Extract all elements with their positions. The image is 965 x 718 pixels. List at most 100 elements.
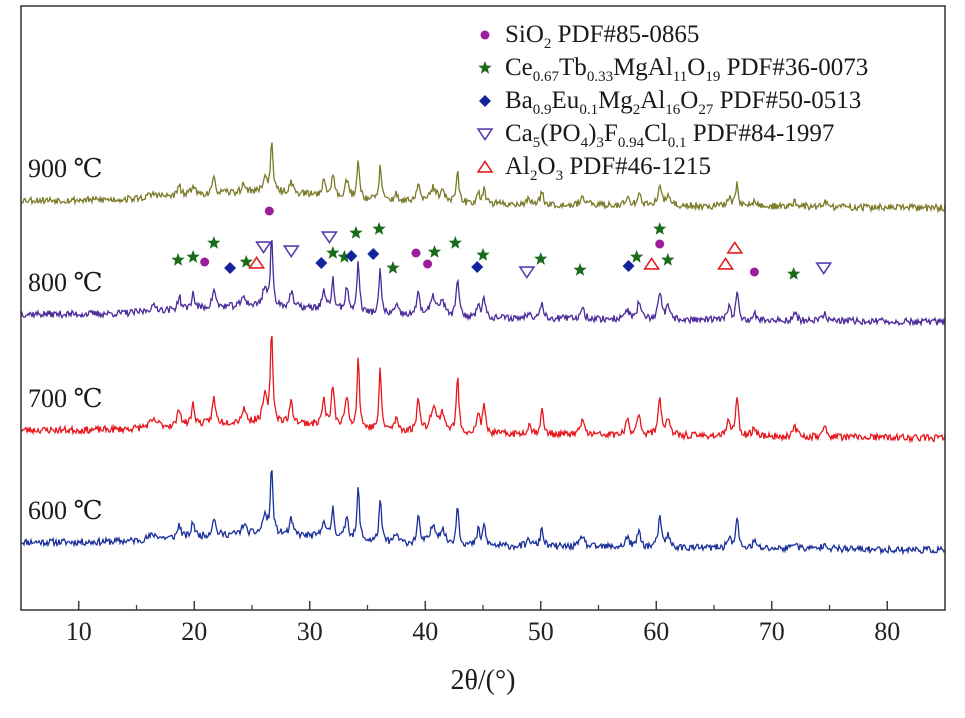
- star-marker: [207, 236, 221, 249]
- legend-text: Cl: [644, 120, 668, 147]
- legend-text: Al: [505, 153, 530, 180]
- legend-text: PDF#50-0513: [713, 87, 861, 114]
- star-marker: [349, 226, 363, 239]
- x-tick-label: 10: [66, 617, 92, 646]
- star-marker: [653, 222, 667, 235]
- star-marker: [534, 252, 548, 265]
- legend-subscript: 3: [596, 135, 604, 151]
- legend-subscript: 0.9: [533, 102, 552, 118]
- legend-text: Ca: [505, 120, 533, 147]
- temperature-labels: 600 ℃ 700 ℃ 800 ℃ 900 ℃: [28, 154, 103, 525]
- legend-subscript: 5: [533, 135, 541, 151]
- star-marker: [326, 246, 340, 259]
- star-marker: [476, 248, 490, 261]
- legend-text: Ce: [505, 54, 533, 81]
- circle-marker: [264, 206, 274, 216]
- legend-entry: Ca5(PO4)3F0.94Cl0.1 PDF#84-1997: [476, 120, 834, 151]
- circle-marker: [749, 267, 759, 277]
- legend-subscript: 19: [705, 69, 720, 85]
- triangle-up-marker: [726, 240, 744, 254]
- triangle-down-legend-icon: [476, 128, 494, 142]
- series-line-3: [20, 240, 946, 327]
- triangle-down-marker: [518, 266, 536, 280]
- legend-subscript: 16: [665, 102, 681, 118]
- star-marker: [427, 245, 442, 258]
- x-axis-ticks: 10 20 30 40 50 60 70 80: [66, 601, 900, 646]
- star-marker: [573, 263, 587, 276]
- legend-text: Al: [640, 87, 665, 114]
- legend-label: Ce0.67Tb0.33MgAl11O19 PDF#36-0073: [505, 54, 868, 85]
- triangle-up-legend-icon: [476, 159, 494, 173]
- series-line-1: [20, 470, 946, 556]
- x-tick-label: 30: [297, 617, 323, 646]
- legend-text: O: [687, 54, 705, 81]
- diamond-marker: [471, 261, 484, 273]
- legend-text: MgAl: [613, 54, 673, 81]
- legend-subscript: 3: [556, 168, 564, 184]
- series-label: 700 ℃: [28, 384, 103, 413]
- series-line-4: [20, 142, 946, 214]
- star-marker: [787, 267, 801, 280]
- legend-subscript: 0.94: [618, 135, 645, 151]
- star-marker: [337, 250, 352, 263]
- legend-subscript: 2: [633, 102, 641, 118]
- circle-legend-icon: [480, 30, 490, 40]
- legend-text: O: [538, 153, 556, 180]
- legend-text: SiO: [505, 21, 544, 48]
- legend-subscript: 27: [698, 102, 714, 118]
- series-label: 600 ℃: [28, 496, 103, 525]
- diamond-marker: [367, 248, 380, 260]
- x-tick-label: 70: [759, 617, 785, 646]
- legend-subscript: 0.1: [668, 135, 687, 151]
- legend-label: Al2O3 PDF#46-1215: [505, 153, 711, 184]
- legend-text: Ba: [505, 87, 533, 114]
- circle-marker: [411, 248, 421, 258]
- legend-label: SiO2 PDF#85-0865: [505, 21, 699, 52]
- circle-marker: [423, 259, 433, 269]
- legend-text: PDF#46-1215: [563, 153, 711, 180]
- star-marker: [448, 236, 462, 249]
- legend-text: PDF#85-0865: [551, 21, 699, 48]
- legend-entry: Al2O3 PDF#46-1215: [476, 153, 711, 184]
- star-marker: [630, 250, 644, 263]
- series-line-2: [20, 335, 946, 444]
- legend-subscript: 2: [544, 36, 552, 52]
- legend-entry: Ce0.67Tb0.33MgAl11O19 PDF#36-0073: [478, 54, 868, 85]
- legend-subscript: 0.67: [533, 69, 560, 85]
- series-label: 800 ℃: [28, 268, 103, 297]
- diamond-legend-icon: [479, 95, 491, 107]
- star-marker: [372, 222, 386, 235]
- circle-marker: [655, 239, 665, 249]
- series-layer: [20, 142, 946, 556]
- triangle-up-marker: [643, 256, 661, 270]
- star-marker: [186, 250, 200, 263]
- triangle-down-marker: [815, 262, 833, 276]
- diamond-marker: [345, 250, 358, 262]
- legend-subscript: 11: [673, 69, 687, 85]
- legend-entry: Ba0.9Eu0.1Mg2Al16O27 PDF#50-0513: [479, 87, 861, 118]
- x-tick-label: 60: [643, 617, 669, 646]
- triangle-down-marker: [320, 231, 338, 245]
- star-marker: [661, 253, 675, 266]
- legend-subscript: 4: [581, 135, 589, 151]
- diamond-marker: [315, 257, 328, 269]
- star-marker: [171, 253, 185, 266]
- legend-text: (PO: [540, 120, 580, 147]
- x-tick-label: 40: [412, 617, 438, 646]
- triangle-down-marker: [255, 241, 273, 255]
- x-tick-label: 50: [528, 617, 554, 646]
- legend-subscript: 0.1: [579, 102, 598, 118]
- legend-text: ): [588, 120, 596, 147]
- legend-text: Tb: [559, 54, 587, 81]
- diamond-marker: [224, 262, 237, 274]
- legend-subscript: 2: [530, 168, 538, 184]
- triangle-down-marker: [282, 245, 300, 259]
- x-axis-label: 2θ/(°): [450, 665, 515, 696]
- legend-text: PDF#36-0073: [720, 54, 868, 81]
- star-marker: [386, 261, 400, 274]
- x-tick-label: 20: [181, 617, 207, 646]
- star-marker: [239, 255, 253, 268]
- legend-label: Ca5(PO4)3F0.94Cl0.1 PDF#84-1997: [505, 120, 834, 151]
